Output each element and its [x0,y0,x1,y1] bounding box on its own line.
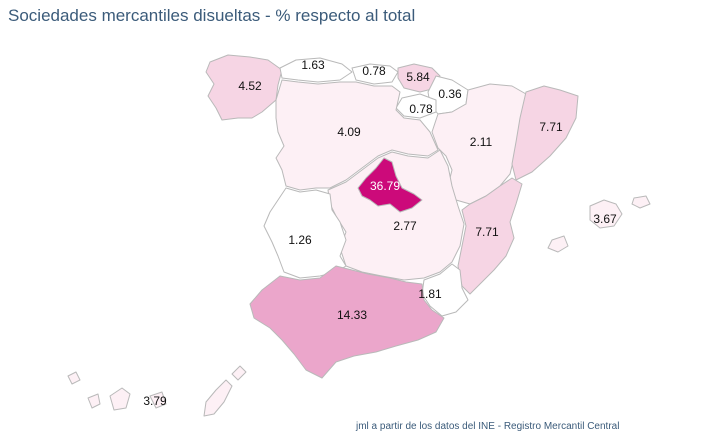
region-baleares-menorca[interactable] [631,195,651,209]
label-asturias: 1.63 [301,58,325,72]
region-cantabria[interactable] [351,63,399,85]
region-canarias-6[interactable] [231,365,247,381]
label-aragon: 2.11 [470,135,493,149]
region-canarias-4[interactable] [149,391,167,409]
region-asturias[interactable] [279,57,353,83]
label-la-rioja: 0.78 [409,102,433,116]
region-murcia[interactable] [421,263,469,317]
region-cataluna[interactable] [511,85,579,181]
region-canarias-3[interactable] [109,387,131,411]
label-extremadura: 1.26 [288,233,312,247]
region-madrid[interactable] [357,157,423,213]
source-credit: jml a partir de los datos del INE - Regi… [356,421,620,432]
label-cataluna: 7.71 [539,120,563,134]
region-canarias-2[interactable] [87,393,101,409]
region-canarias-5[interactable] [203,379,233,417]
label-cantabria: 0.78 [362,64,386,78]
label-comunidad-valenciana: 7.71 [475,225,499,239]
region-baleares[interactable] [589,199,623,229]
label-baleares: 3.67 [593,212,617,226]
region-comunidad-valenciana[interactable] [457,177,523,295]
label-castilla-leon: 4.09 [337,125,361,139]
region-galicia[interactable] [205,54,283,121]
region-castilla-leon[interactable] [275,79,439,191]
label-castilla-la-mancha: 2.77 [393,219,417,233]
region-la-rioja[interactable] [395,93,437,119]
label-navarra: 0.36 [438,87,462,101]
region-canarias-1[interactable] [67,371,81,385]
label-madrid: 36.79 [370,179,400,193]
label-galicia: 4.52 [238,79,262,93]
label-canarias: 3.79 [143,394,167,408]
map-title: Sociedades mercantiles disueltas - % res… [8,6,416,25]
label-pais-vasco: 5.84 [406,70,430,84]
region-andalucia[interactable] [249,265,445,379]
region-baleares-ibiza[interactable] [547,235,569,253]
label-murcia: 1.81 [418,287,442,301]
label-andalucia: 14.33 [337,308,367,322]
